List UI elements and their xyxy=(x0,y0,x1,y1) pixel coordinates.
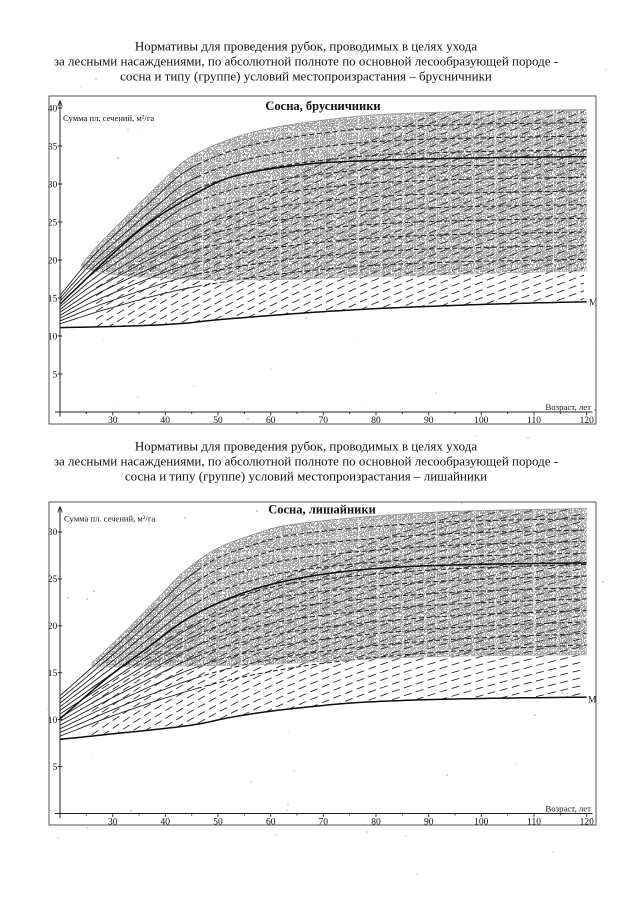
svg-text:Возраст, лет: Возраст, лет xyxy=(545,402,591,412)
svg-text:20: 20 xyxy=(48,622,58,632)
svg-text:Нормативы для проведения рубок: Нормативы для проведения рубок, проводим… xyxy=(135,438,478,453)
svg-text:80: 80 xyxy=(371,818,381,828)
svg-text:60: 60 xyxy=(266,416,276,426)
svg-text:М: М xyxy=(589,299,598,309)
svg-text:90: 90 xyxy=(424,818,434,828)
svg-text:110: 110 xyxy=(527,416,541,426)
svg-text:50: 50 xyxy=(213,416,223,426)
svg-text:100: 100 xyxy=(474,416,489,426)
svg-text:25: 25 xyxy=(48,575,58,585)
svg-text:15: 15 xyxy=(48,669,58,679)
svg-text:Сосна, брусничники: Сосна, брусничники xyxy=(265,99,380,113)
svg-text:40: 40 xyxy=(161,818,171,828)
svg-text:40: 40 xyxy=(48,104,58,114)
svg-text:60: 60 xyxy=(266,818,276,828)
svg-text:сосна и типу (группе) условий: сосна и типу (группе) условий местопроиз… xyxy=(125,468,487,483)
svg-text:90: 90 xyxy=(424,416,434,426)
svg-text:40: 40 xyxy=(161,416,171,426)
svg-text:Нормативы для проведения рубок: Нормативы для проведения рубок, проводим… xyxy=(135,38,478,53)
svg-text:70: 70 xyxy=(319,416,329,426)
svg-text:15: 15 xyxy=(48,294,58,304)
svg-text:30: 30 xyxy=(48,180,58,190)
svg-text:35: 35 xyxy=(48,142,58,152)
svg-text:120: 120 xyxy=(580,818,595,828)
svg-text:20: 20 xyxy=(48,256,58,266)
svg-text:110: 110 xyxy=(527,818,541,828)
svg-text:25: 25 xyxy=(48,218,58,228)
svg-text:Возраст, лет: Возраст, лет xyxy=(545,804,591,814)
svg-text:80: 80 xyxy=(371,416,381,426)
svg-text:Сосна, лишайники: Сосна, лишайники xyxy=(268,503,376,517)
svg-text:30: 30 xyxy=(108,416,118,426)
svg-text:10: 10 xyxy=(48,332,58,342)
svg-text:120: 120 xyxy=(580,416,595,426)
svg-text:70: 70 xyxy=(319,818,329,828)
svg-text:за лесными насаждениями, по аб: за лесными насаждениями, по абсолютной п… xyxy=(54,453,558,468)
svg-text:Сумма пл. сечений, м²/га: Сумма пл. сечений, м²/га xyxy=(63,113,154,123)
svg-text:Сумма пл. сечений, м²/га: Сумма пл. сечений, м²/га xyxy=(64,514,155,524)
svg-text:5: 5 xyxy=(52,370,57,380)
svg-text:10: 10 xyxy=(48,716,58,726)
svg-text:50: 50 xyxy=(213,818,223,828)
svg-text:30: 30 xyxy=(48,528,58,538)
svg-text:100: 100 xyxy=(474,818,489,828)
svg-text:5: 5 xyxy=(52,763,57,773)
svg-text:30: 30 xyxy=(108,818,118,828)
svg-text:за лесными насаждениями, по аб: за лесными насаждениями, по абсолютной п… xyxy=(54,53,558,68)
svg-text:М: М xyxy=(588,696,597,706)
svg-text:сосна и типу (группе) условий: сосна и типу (группе) условий местопроиз… xyxy=(120,68,492,83)
